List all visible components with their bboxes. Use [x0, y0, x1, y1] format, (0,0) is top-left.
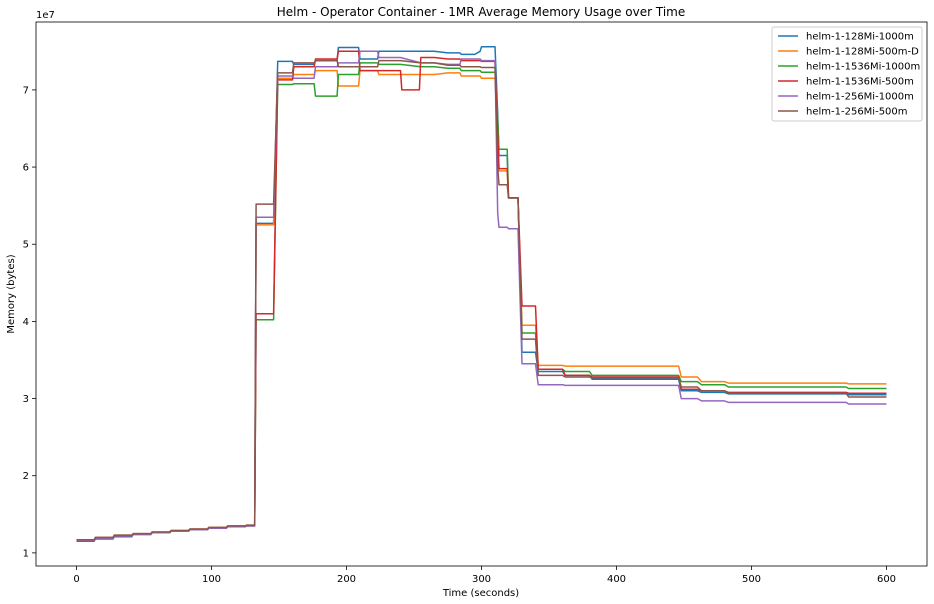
- y-axis-title: Memory (bytes): [6, 254, 17, 333]
- series-layer: [76, 45, 887, 543]
- x-tick-label: 0: [73, 574, 79, 585]
- y-tick-label: 4: [23, 317, 29, 328]
- y-tick-label: 6: [23, 163, 29, 174]
- legend-label: helm-1-1536Mi-1000m: [806, 62, 920, 73]
- y-axis: 1 2 3 4 5 6 7: [23, 85, 36, 559]
- legend-frame: [771, 26, 923, 122]
- y-tick-label: 7: [23, 85, 29, 96]
- legend-label: helm-1-256Mi-1000m: [806, 92, 914, 103]
- x-tick-label: 300: [472, 574, 491, 585]
- x-axis: 0 100 200 300 400 500 600: [73, 566, 896, 585]
- x-tick-label: 500: [742, 574, 761, 585]
- chart-title: Helm - Operator Container - 1MR Average …: [277, 5, 686, 19]
- legend-label: helm-1-256Mi-500m: [806, 107, 908, 118]
- x-axis-title: Time (seconds): [442, 588, 519, 599]
- y-tick-label: 3: [23, 394, 29, 405]
- x-tick-label: 200: [337, 574, 356, 585]
- x-tick-label: 600: [877, 574, 896, 585]
- legend-label: helm-1-1536Mi-500m: [806, 77, 914, 88]
- y-offset-label: 1e7: [36, 10, 55, 21]
- legend-label: helm-1-128Mi-1000m: [806, 32, 914, 43]
- x-tick-label: 400: [607, 574, 626, 585]
- series-line-helm-1-256mi-500m: [76, 59, 887, 541]
- legend-label: helm-1-128Mi-500m-D: [806, 47, 919, 58]
- y-tick-label: 5: [23, 240, 29, 251]
- series-line-helm-1-256mi-1000m: [76, 50, 887, 542]
- y-tick-label: 2: [23, 471, 29, 482]
- legend: helm-1-128Mi-1000m helm-1-128Mi-500m-D hel…: [771, 26, 923, 122]
- y-tick-label: 1: [23, 548, 29, 559]
- x-tick-label: 100: [202, 574, 221, 585]
